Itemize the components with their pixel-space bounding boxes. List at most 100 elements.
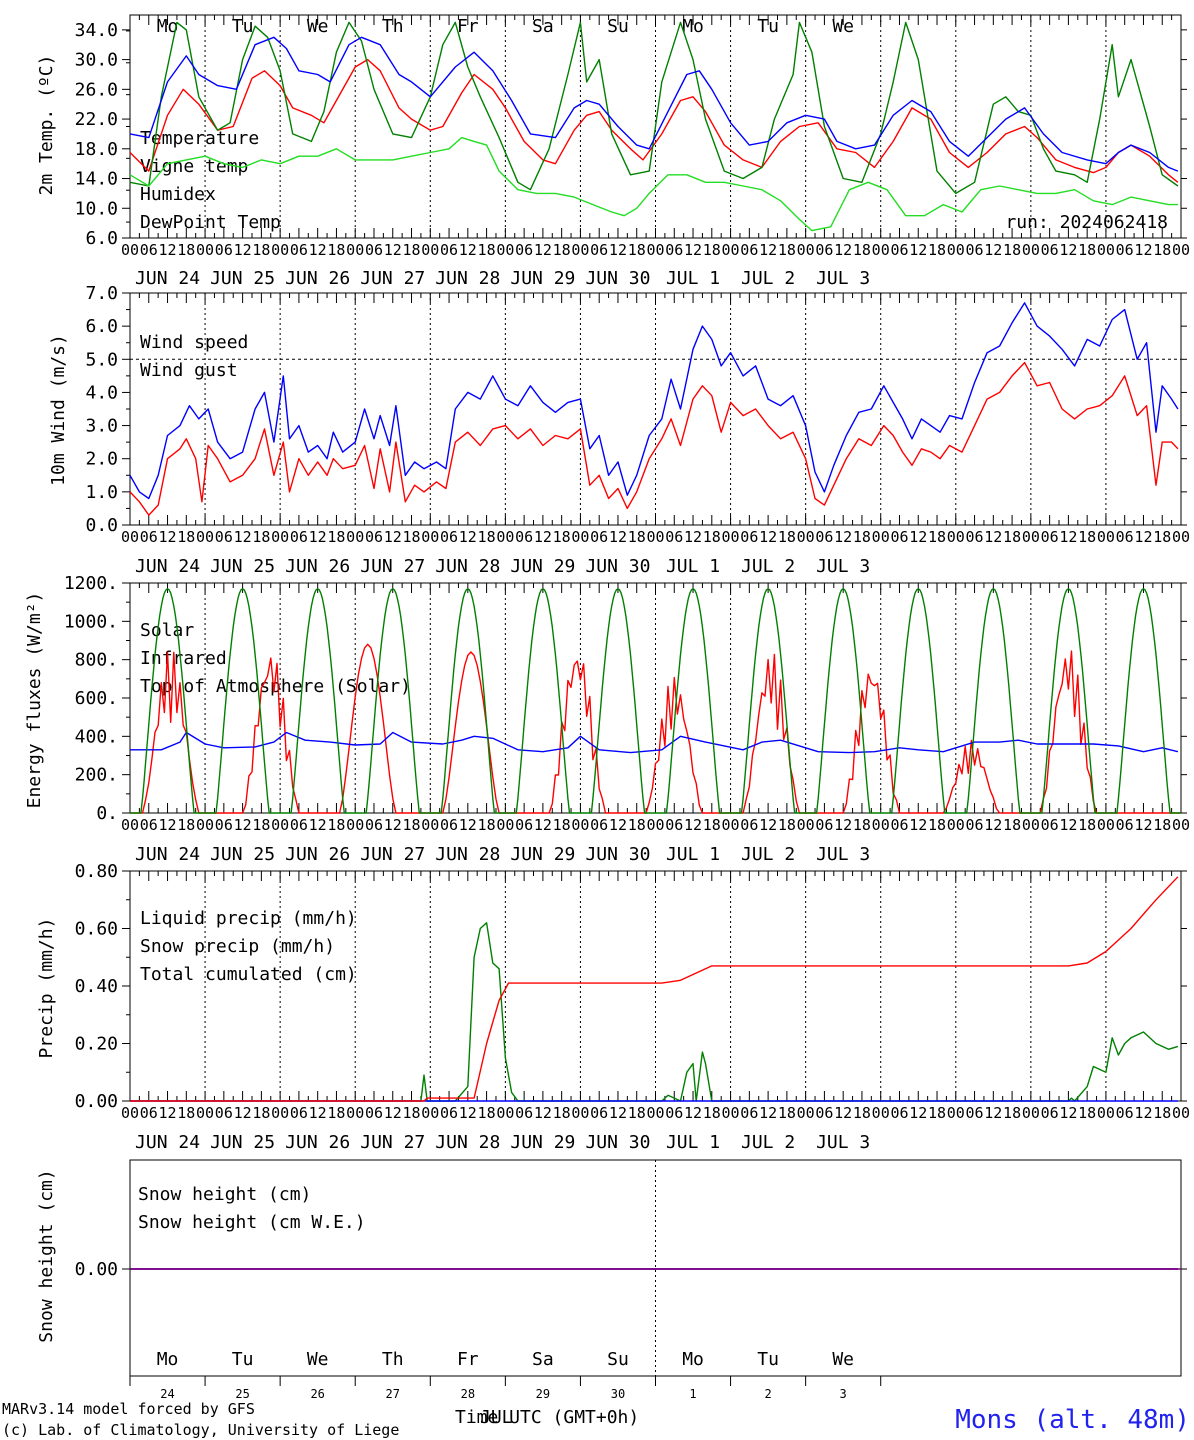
hour-tick-label: 06 (365, 241, 383, 259)
y-tick-label: 0.0 (85, 515, 118, 536)
hour-tick-label: 06 (1116, 241, 1134, 259)
hour-tick-label: 12 (684, 528, 702, 546)
hour-tick-label: 00 (271, 816, 289, 834)
y-tick-label: 30.0 (75, 50, 118, 71)
hour-tick-label: 06 (665, 1104, 683, 1122)
date-label: JUN 26 (285, 844, 350, 865)
hour-tick-label: 00 (1172, 528, 1190, 546)
hour-tick-label: 18 (628, 1104, 646, 1122)
hour-tick-label: 00 (346, 816, 364, 834)
hour-tick-label: 18 (1153, 528, 1171, 546)
hour-tick-label: 18 (1003, 528, 1021, 546)
hour-tick-label: 18 (1003, 816, 1021, 834)
hour-tick-label: 00 (1022, 528, 1040, 546)
hour-tick-label: 00 (1172, 241, 1190, 259)
hour-tick-label: 00 (872, 816, 890, 834)
series-line (129, 21, 1179, 195)
hour-tick-label: 18 (327, 816, 345, 834)
hour-tick-label: 00 (722, 241, 740, 259)
hour-tick-label: 18 (778, 241, 796, 259)
hour-tick-label: 00 (646, 528, 664, 546)
hour-tick-label: 06 (966, 241, 984, 259)
date-label: JUN 30 (585, 556, 650, 577)
legend-snow-precip: Snow precip (mm/h) (140, 936, 335, 957)
hour-tick-label: 12 (984, 816, 1002, 834)
temperature-panel: 2m Temp. (ºC) Temperature Vigne temp Hum… (36, 14, 1190, 289)
hour-tick-label: 12 (684, 241, 702, 259)
hour-tick-label: 12 (759, 1104, 777, 1122)
hour-tick-label: 18 (327, 241, 345, 259)
legend-total-cumulated: Total cumulated (cm) (140, 964, 357, 985)
hour-tick-label: 12 (834, 528, 852, 546)
hour-tick-label: 18 (853, 241, 871, 259)
credit-line-2: (c) Lab. of Climatology, University of L… (2, 1421, 399, 1439)
time-axis-label: Time UTC (GMT+0h) (455, 1407, 639, 1428)
hour-tick-label: 00 (196, 241, 214, 259)
hour-tick-label: 06 (440, 528, 458, 546)
hour-tick-label: 12 (759, 816, 777, 834)
date-label: JUN 29 (510, 1132, 575, 1153)
hour-tick-label: 18 (1078, 528, 1096, 546)
y-tick-label: 0.80 (75, 861, 118, 882)
date-label: JUN 28 (435, 1132, 500, 1153)
day-name-label: Th (382, 1349, 404, 1370)
hour-tick-label: 12 (759, 528, 777, 546)
legend-humidex: Humidex (140, 184, 216, 205)
y-tick-label: 1.0 (85, 482, 118, 503)
date-label: JUL 3 (816, 556, 870, 577)
series-line (130, 922, 1179, 1102)
month-overlap-label: JUL (480, 1407, 513, 1428)
hour-tick-label: 06 (590, 528, 608, 546)
hour-tick-label: 12 (534, 1104, 552, 1122)
hour-tick-label: 06 (290, 528, 308, 546)
hour-tick-label: 06 (1041, 241, 1059, 259)
hour-tick-label: 00 (571, 528, 589, 546)
hour-tick-label: 06 (290, 241, 308, 259)
wind-panel: 10m Wind (m/s) Wind speed Wind gust 0.0 1… (48, 283, 1190, 577)
hour-tick-label: 18 (402, 241, 420, 259)
hour-tick-label: 18 (703, 241, 721, 259)
hour-tick-label: 00 (121, 241, 139, 259)
hour-tick-label: 12 (159, 241, 177, 259)
station-label: Mons (alt. 48m) (955, 1405, 1190, 1435)
date-label: JUN 27 (360, 268, 425, 289)
hour-tick-label: 18 (478, 241, 496, 259)
date-label: JUN 28 (435, 556, 500, 577)
hour-tick-label: 12 (1059, 241, 1077, 259)
hour-tick-label: 18 (553, 528, 571, 546)
hour-tick-label: 18 (252, 241, 270, 259)
hour-tick-label: 12 (1059, 816, 1077, 834)
hour-tick-label: 18 (1153, 816, 1171, 834)
hour-tick-label: 06 (290, 1104, 308, 1122)
hour-tick-label: 00 (646, 1104, 664, 1122)
day-name-label: Fr (457, 1349, 479, 1370)
hour-tick-label: 18 (928, 1104, 946, 1122)
day-name-label: Tu (757, 16, 779, 37)
hour-tick-label: 18 (402, 1104, 420, 1122)
hour-tick-label: 12 (384, 241, 402, 259)
hour-tick-label: 00 (722, 528, 740, 546)
hour-tick-label: 12 (834, 816, 852, 834)
hour-tick-label: 12 (159, 816, 177, 834)
wind-y-axis-label: 10m Wind (m/s) (48, 334, 69, 486)
hour-tick-label: 06 (890, 816, 908, 834)
hour-tick-label: 00 (947, 816, 965, 834)
hour-tick-label: 06 (365, 528, 383, 546)
legend-wind-speed: Wind speed (140, 332, 248, 353)
y-tick-label: 0.00 (75, 1091, 118, 1112)
hour-tick-label: 18 (402, 528, 420, 546)
y-tick-label: 0.00 (75, 1259, 118, 1280)
day-name-label: We (832, 1349, 854, 1370)
hour-tick-label: 12 (984, 241, 1002, 259)
hour-tick-label: 06 (365, 816, 383, 834)
y-tick-label: 6.0 (85, 316, 118, 337)
hour-tick-label: 00 (271, 241, 289, 259)
date-label: JUL 2 (741, 268, 795, 289)
date-label: JUN 26 (285, 556, 350, 577)
date-label: JUN 25 (210, 1132, 275, 1153)
day-number-label: 1 (689, 1387, 696, 1401)
hour-tick-label: 18 (177, 241, 195, 259)
day-number-label: 26 (310, 1387, 324, 1401)
hour-tick-label: 12 (309, 528, 327, 546)
